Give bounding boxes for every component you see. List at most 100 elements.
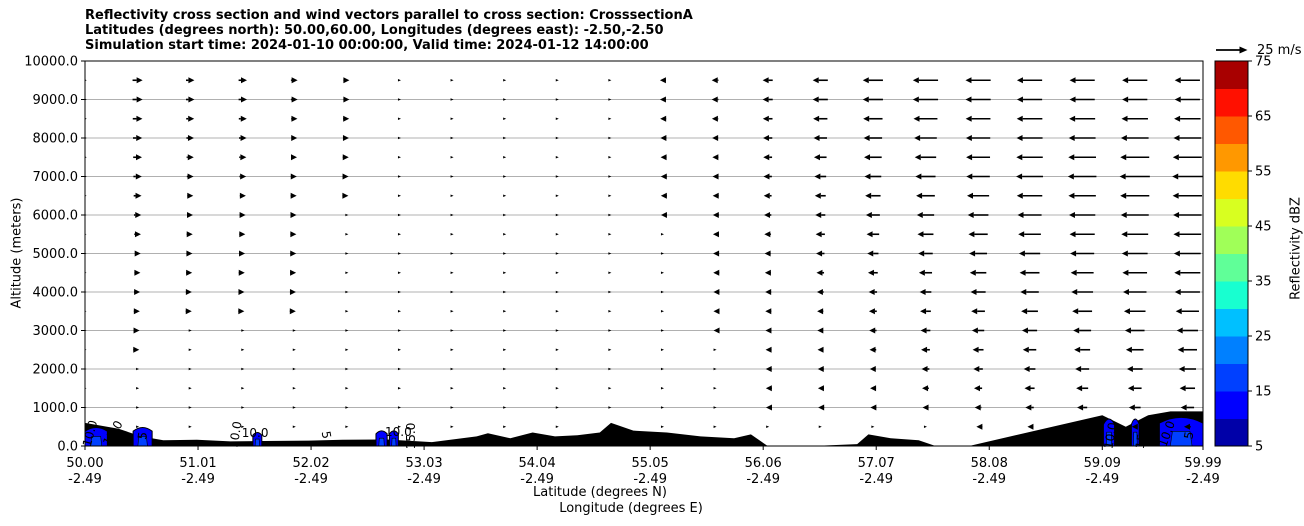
wind-arrow	[817, 327, 824, 334]
wind-arrow-head	[965, 96, 972, 103]
y-tick-label: 2000.0	[33, 363, 79, 378]
wind-arrow-head	[345, 290, 349, 294]
wind-arrow-head	[765, 308, 772, 315]
wind-arrow	[1172, 173, 1203, 180]
wind-arrow	[238, 308, 245, 315]
wind-arrow-head	[1174, 269, 1181, 276]
wind-arrow	[555, 425, 559, 428]
wind-arrow-head	[188, 387, 192, 390]
wind-arrow	[397, 310, 401, 313]
wind-arrow	[345, 329, 349, 332]
wind-arrow-head	[813, 154, 820, 161]
wind-arrow	[1174, 115, 1201, 122]
wind-arrow	[290, 269, 297, 276]
wind-arrow	[712, 173, 719, 180]
wind-arrow-head	[965, 135, 972, 141]
x-tick-label-lat: 53.03	[405, 456, 442, 471]
wind-arrow	[132, 96, 143, 103]
wind-arrow	[1174, 289, 1200, 295]
wind-arrow	[812, 77, 828, 84]
wind-arrow	[817, 308, 824, 315]
wind-arrow	[133, 308, 140, 315]
wind-arrow-head	[868, 308, 875, 315]
wind-arrow-head	[1173, 250, 1180, 257]
wind-arrow	[713, 367, 717, 371]
wind-arrow	[397, 79, 401, 82]
wind-arrow-head	[503, 271, 507, 274]
wind-arrow-head	[970, 289, 977, 295]
wind-arrow	[241, 425, 245, 428]
wind-arrow-head	[1016, 77, 1023, 84]
wind-arrow	[1074, 346, 1091, 353]
wind-arrow	[969, 269, 987, 276]
terrain-layer	[85, 411, 1203, 446]
wind-arrow	[238, 96, 247, 103]
wind-arrow-head	[919, 289, 926, 295]
wind-arrow	[608, 367, 612, 371]
wind-arrow	[503, 252, 507, 255]
wind-arrow	[450, 98, 454, 101]
reflectivity-core	[254, 438, 260, 446]
wind-arrow-head	[765, 385, 772, 392]
wind-arrow-head	[292, 406, 296, 409]
wind-arrow	[291, 154, 298, 161]
colorbar-band	[1215, 418, 1248, 447]
wind-arrow	[863, 135, 883, 141]
wind-arrow	[397, 271, 401, 274]
wind-arrow	[450, 271, 454, 274]
wind-arrow-head	[450, 213, 454, 217]
wind-arrow	[1177, 346, 1197, 353]
wind-arrow-head	[764, 250, 771, 257]
wind-arrow-head	[1020, 289, 1027, 295]
wind-arrow-head	[660, 329, 664, 332]
colorbar-tick-label: 35	[1255, 275, 1272, 290]
wind-arrow-head	[188, 96, 195, 103]
wind-arrow	[345, 348, 349, 351]
x-tick-label-lon: -2.49	[746, 472, 780, 487]
wind-arrow	[764, 269, 771, 276]
wind-arrow	[503, 425, 507, 428]
wind-arrow	[450, 329, 454, 332]
wind-arrow	[660, 290, 664, 294]
wind-arrow	[763, 154, 773, 161]
x-axis-label-latitude: Latitude (degrees N)	[533, 485, 667, 500]
x-tick-label-lat: 59.09	[1084, 456, 1121, 471]
wind-arrow-head	[713, 406, 717, 409]
wind-arrow	[1070, 269, 1094, 276]
wind-arrow	[968, 231, 988, 238]
wind-arrow-head	[188, 77, 195, 84]
wind-arrow	[919, 289, 932, 295]
wind-arrow-head	[343, 77, 350, 84]
colorbar-band	[1215, 391, 1248, 419]
wind-arrow-head	[1131, 423, 1138, 430]
wind-arrow-head	[290, 231, 297, 238]
wind-arrow-head	[973, 366, 980, 372]
wind-arrow-head	[912, 77, 919, 84]
wind-arrow	[1077, 404, 1088, 411]
wind-arrow-head	[764, 212, 771, 218]
wind-arrow-head	[763, 135, 770, 141]
wind-arrow	[608, 387, 612, 390]
wind-arrow-head	[1175, 308, 1182, 315]
wind-arrow	[292, 348, 296, 351]
wind-arrow-head	[290, 269, 297, 276]
wind-arrow-head	[555, 136, 559, 140]
wind-arrow-head	[503, 175, 507, 178]
wind-arrow	[816, 250, 825, 257]
wind-arrow-head	[239, 231, 246, 238]
wind-arrow	[186, 231, 193, 238]
wind-arrow	[813, 115, 828, 122]
wind-arrow	[923, 425, 927, 428]
wind-arrow	[136, 425, 140, 428]
contour-label: 5	[1088, 426, 1096, 440]
wind-arrow	[1183, 423, 1191, 430]
wind-arrow	[186, 115, 195, 122]
wind-arrow	[1175, 308, 1199, 315]
wind-arrow-head	[342, 135, 349, 141]
wind-arrow-head	[555, 117, 559, 120]
wind-arrow-head	[343, 115, 350, 122]
wind-arrow	[343, 115, 350, 122]
wind-arrow-head	[342, 154, 349, 161]
wind-arrow	[188, 329, 192, 332]
x-tick-label-lat: 50.00	[66, 456, 103, 471]
